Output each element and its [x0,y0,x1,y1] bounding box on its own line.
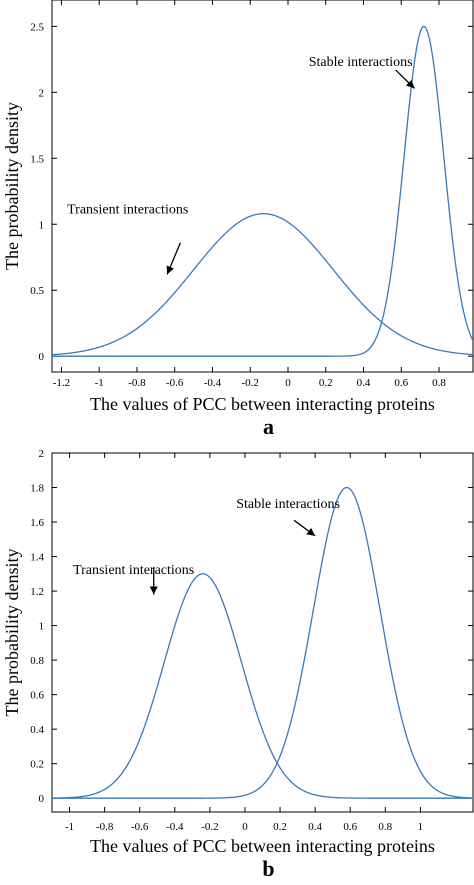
x-tick-label: 0 [285,377,291,389]
y-tick-label: 1.2 [30,586,44,598]
annotation-arrowhead [405,79,415,89]
annotation-arrowhead [149,586,158,595]
x-axis-label: The values of PCC between interacting pr… [90,394,435,414]
annotation-arrowhead [166,265,174,275]
chart-panel-a: -1.2 -1 -0.8 -0.6 -0.4 -0.2 0 0.2 0.4 0.6 0.8 0 0.5 1… [2,0,474,439]
y-tick-label: 0 [39,793,45,805]
chart-panel-b: -1 -0.8 -0.6 -0.4 -0.2 0 0.2 0.4 0.6 0.8 1 0 0.2 0.4 0… [2,448,474,881]
x-tick-label: -0.2 [201,821,218,833]
x-tick-label: 0.4 [357,377,371,389]
y-tick-label: 1.4 [30,552,44,564]
x-tick-label: -0.2 [242,377,259,389]
panel-label: b [262,856,274,881]
x-tick-label: 0 [242,821,248,833]
series-curve-stable [52,486,473,799]
x-tick-label: -0.8 [96,821,114,833]
x-tick-label: 0.8 [432,377,446,389]
x-tick-label: -1.2 [53,377,70,389]
x-tick-label: 1 [418,821,424,833]
y-tick-label: 1.5 [30,153,44,165]
series-curve-transient [52,213,473,356]
y-tick-label: 0.5 [30,285,44,297]
x-tick-label: 0.8 [378,821,392,833]
series-curve-stable [52,25,473,357]
y-tick-label: 0.8 [30,655,44,667]
x-tick-label: 0.4 [308,821,322,833]
series-curve-transient [52,573,473,799]
y-tick-label: 1.6 [30,517,44,529]
x-tick-label: 0.6 [394,377,408,389]
y-tick-label: 1 [39,621,45,633]
y-tick-label: 0.4 [30,724,44,736]
y-tick-label: 0.2 [30,759,44,771]
x-tick-label: -0.4 [204,377,222,389]
x-tick-label: -0.4 [166,821,184,833]
y-tick-label: 1.8 [30,483,44,495]
y-tick-label: 0 [39,351,45,363]
y-axis-label: The probability density [2,549,22,717]
annotation-arrowhead [306,527,316,536]
y-tick-label: 1 [39,219,45,231]
annotation-label: Stable interactions [309,55,413,70]
y-tick-label: 2 [39,87,45,99]
x-tick-label: -0.6 [166,377,184,389]
x-tick-label: -1 [95,377,104,389]
y-tick-label: 0.6 [30,690,44,702]
y-tick-label: 2.5 [30,21,44,33]
y-axis-label: The probability density [2,102,22,270]
annotation-label: Transient interactions [73,563,194,578]
x-tick-label: -0.6 [131,821,149,833]
y-tick-label: 2 [39,448,45,460]
x-tick-label: -1 [65,821,74,833]
x-tick-label: 0.2 [319,377,333,389]
annotation-label: Transient interactions [67,203,188,218]
x-tick-label: -0.8 [128,377,146,389]
x-tick-label: 0.2 [273,821,287,833]
plot-frame [51,0,474,373]
annotation-label: Stable interactions [236,497,340,512]
panel-label: a [263,414,274,439]
x-axis-label: The values of PCC between interacting pr… [90,836,435,856]
x-tick-label: 0.6 [343,821,357,833]
plot-frame [51,452,474,813]
